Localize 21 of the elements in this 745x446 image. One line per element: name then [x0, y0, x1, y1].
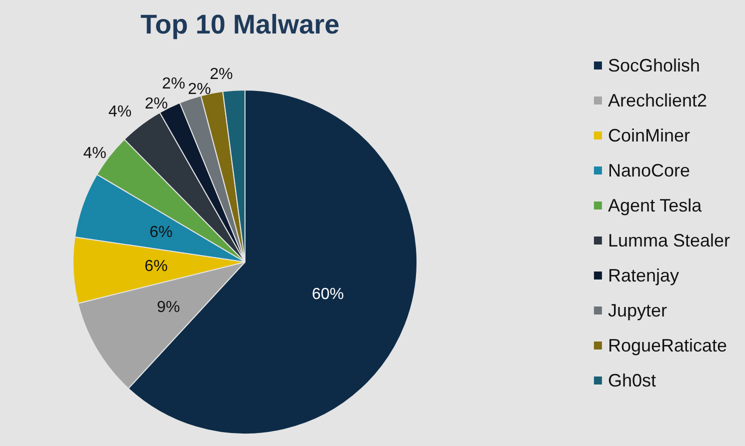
data-label: 6%	[144, 258, 168, 275]
data-label: 4%	[108, 104, 132, 121]
data-label: 2%	[210, 66, 233, 83]
chart-title: Top 10 Malware	[140, 10, 340, 40]
legend-label: SocGholish	[608, 56, 700, 76]
data-label: 6%	[150, 224, 173, 241]
legend-label: Arechclient2	[608, 90, 708, 110]
legend-label: Lumma Stealer	[608, 230, 730, 250]
legend-label: NanoCore	[608, 160, 690, 180]
data-label: 2%	[144, 95, 168, 112]
data-label: 9%	[156, 298, 180, 316]
legend-label: RogueRaticate	[608, 336, 728, 356]
legend-label: Jupyter	[608, 300, 667, 320]
legend-label: CoinMiner	[608, 126, 690, 146]
data-label: 2%	[188, 80, 212, 98]
data-label: 60%	[312, 286, 344, 303]
legend-label: Gh0st	[608, 370, 656, 390]
data-label: 4%	[83, 145, 106, 162]
data-label: 2%	[162, 75, 186, 92]
legend-label: Agent Tesla	[608, 196, 703, 216]
legend-label: Ratenjay	[608, 266, 679, 286]
